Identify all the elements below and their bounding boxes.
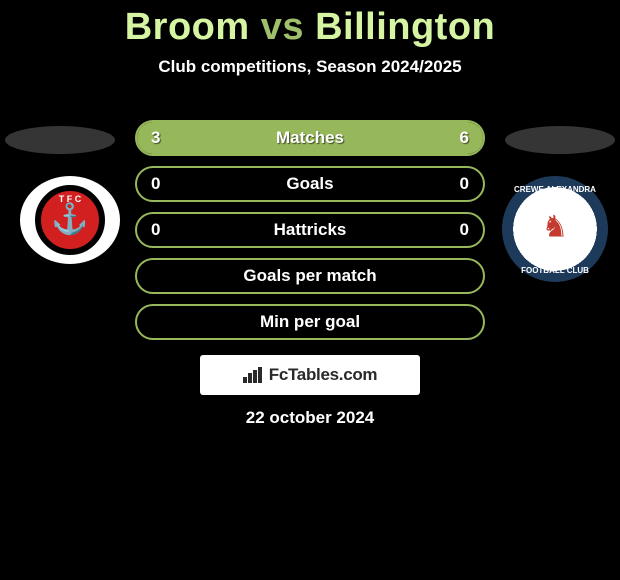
stat-row: Min per goal	[135, 304, 485, 340]
stat-label: Matches	[137, 122, 483, 154]
lion-icon: ♞	[542, 209, 569, 244]
stat-row: Goals per match	[135, 258, 485, 294]
player2-name: Billington	[315, 6, 495, 48]
team-badge-right-bottom-text: FOOTBALL CLUB	[504, 266, 606, 275]
stat-value-left: 0	[151, 168, 160, 200]
stat-label: Goals per match	[137, 260, 483, 292]
stat-value-left: 0	[151, 214, 160, 246]
stat-row: Goals0 0	[135, 166, 485, 202]
brand-box[interactable]: FcTables.com	[200, 355, 420, 395]
stat-row: Hattricks0 0	[135, 212, 485, 248]
stat-label: Min per goal	[137, 306, 483, 338]
stat-row: Matches3 6	[135, 120, 485, 156]
stat-value-right: 0	[460, 168, 469, 200]
right-pill-shadow	[505, 126, 615, 154]
page-title: Broom vs Billington	[0, 0, 620, 49]
stats-rows-container: Matches36Goals00Hattricks00Goals per mat…	[135, 120, 485, 350]
stat-value-right: 6	[460, 122, 469, 154]
player1-name: Broom	[125, 6, 250, 48]
team-badge-left: T F C ⚓	[20, 176, 120, 264]
team-badge-right: CREWE ALEXANDRA ♞ FOOTBALL CLUB	[502, 176, 608, 282]
stat-label: Goals	[137, 168, 483, 200]
team-badge-right-top-text: CREWE ALEXANDRA	[504, 185, 606, 194]
stat-label: Hattricks	[137, 214, 483, 246]
brand-text: FcTables.com	[269, 365, 378, 385]
subtitle: Club competitions, Season 2024/2025	[0, 57, 620, 77]
date-label: 22 october 2024	[0, 408, 620, 428]
vs-separator: vs	[261, 6, 304, 48]
stat-value-left: 3	[151, 122, 160, 154]
team-badge-left-inner: T F C ⚓	[35, 185, 105, 255]
chart-icon	[243, 367, 263, 383]
stat-value-right: 0	[460, 214, 469, 246]
anchor-icon: ⚓	[51, 202, 88, 237]
left-pill-shadow	[5, 126, 115, 154]
